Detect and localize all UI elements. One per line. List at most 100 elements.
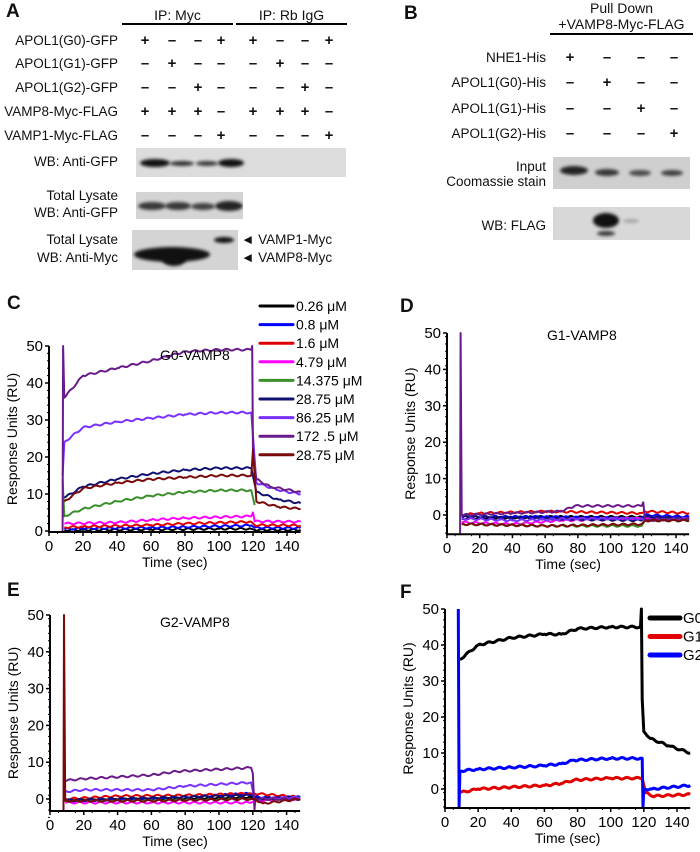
x-tick-label: 40 (504, 540, 521, 557)
y-tick-label: 40 (27, 644, 44, 661)
blot-wb-flag (553, 207, 690, 240)
blot-lysate-anti-myc (132, 230, 238, 270)
x-tick-label: 20 (75, 538, 92, 555)
x-axis-label: Time (sec) (142, 554, 208, 570)
blot-label-ip-gfp: WB: Anti-GFP (33, 154, 118, 169)
x-tick-label: 60 (143, 538, 160, 555)
series-line (459, 775, 691, 799)
y-tick-label: 0 (431, 781, 439, 798)
x-axis-label: Time (sec) (535, 556, 601, 572)
y-tick-label: 10 (27, 754, 44, 771)
y-tick-label: 20 (26, 449, 43, 466)
minus-mark: – (140, 127, 150, 144)
blot-label-anti-gfp: WB: Anti-GFP (33, 205, 118, 220)
arrow-label-vamp1: ◄ VAMP1-Myc (241, 232, 333, 247)
series-line (64, 511, 302, 526)
legend-label: 4.79 μM (296, 354, 347, 370)
row-label: VAMP8-Myc-FLAG (4, 104, 118, 119)
y-axis-label: Response Units (RU) (5, 647, 21, 779)
x-tick-label: 120 (631, 540, 656, 557)
chart-title: G0-VAMP8 (160, 347, 230, 363)
x-tick-label: 60 (537, 540, 554, 557)
y-tick-label: 0 (36, 791, 44, 808)
y-tick-label: 10 (422, 745, 439, 762)
x-axis-label: Time (sec) (535, 830, 601, 846)
y-tick-label: 30 (27, 681, 44, 698)
plus-mark: + (275, 55, 285, 72)
x-tick-label: 60 (143, 817, 160, 834)
panel-label-f: F (400, 582, 412, 603)
x-tick-label: 0 (45, 538, 53, 555)
minus-mark: – (275, 127, 285, 144)
panel-label-a: A (6, 1, 20, 22)
y-tick-label: 40 (422, 637, 439, 654)
minus-mark: – (669, 49, 679, 66)
minus-mark: – (248, 127, 258, 144)
legend-label: 172 .5 μM (296, 428, 359, 444)
row-label: APOL1(G1)-GFP (15, 56, 118, 71)
divider (236, 23, 347, 25)
y-tick-label: 40 (26, 375, 43, 392)
series-line (456, 608, 692, 809)
minus-mark: – (300, 127, 310, 144)
plus-mark: + (669, 125, 679, 142)
legend-label: G0 (683, 610, 700, 627)
x-tick-label: 100 (598, 814, 623, 831)
legend-label: G1 (683, 629, 700, 646)
minus-mark: – (636, 74, 646, 91)
x-tick-label: 80 (570, 540, 587, 557)
blot-input-coomassie (553, 157, 690, 189)
row-label: NHE1-His (485, 50, 546, 65)
minus-mark: – (216, 103, 226, 120)
blot-label-lysate: Total Lysate (46, 232, 118, 247)
minus-mark: – (669, 74, 679, 91)
panel-label-d: D (400, 296, 414, 317)
y-tick-label: 40 (424, 361, 441, 378)
x-tick-label: 0 (443, 540, 451, 557)
chart-e: 0 10 20 30 40 50 0 20 40 60 80 100 120 140 Time (sec) R… (5, 607, 301, 849)
minus-mark: – (140, 55, 150, 72)
minus-mark: – (167, 79, 177, 96)
minus-mark: – (636, 125, 646, 142)
x-tick-label: 40 (109, 538, 126, 555)
minus-mark: – (275, 79, 285, 96)
series-line (461, 509, 690, 517)
minus-mark: – (248, 79, 258, 96)
series-line (64, 520, 302, 530)
chart-f: 0 10 20 30 40 50 0 20 40 60 80 100 120 140 Time (sec) R… (400, 601, 700, 846)
plus-mark: + (565, 49, 575, 66)
y-tick-label: 10 (26, 486, 43, 503)
x-tick-label: 140 (274, 538, 299, 555)
minus-mark: – (193, 32, 203, 49)
y-tick-label: 20 (422, 709, 439, 726)
x-tick-label: 60 (536, 814, 553, 831)
series-line (64, 523, 302, 531)
blot-ip-anti-gfp (136, 148, 346, 177)
row-label: VAMP1-Myc-FLAG (4, 128, 118, 143)
row-label: APOL1(G0)-GFP (15, 33, 118, 48)
x-tick-label: 40 (109, 817, 126, 834)
panel-label-e: E (7, 580, 20, 601)
minus-mark: – (216, 55, 226, 72)
minus-mark: – (636, 49, 646, 66)
plus-mark: + (248, 32, 258, 49)
series-line (459, 607, 691, 755)
arrow-label-vamp8: ◄ VAMP8-Myc (241, 250, 333, 265)
chart-d: 0 10 20 30 40 50 0 20 40 60 80 100 120 140 Time (sec) R… (402, 325, 690, 572)
y-tick-label: 50 (27, 607, 44, 624)
plus-mark: + (167, 55, 177, 72)
series-line (65, 766, 301, 811)
blot-lysate-anti-gfp (136, 192, 243, 219)
chart-title: G1-VAMP8 (547, 327, 617, 343)
series-line (65, 791, 301, 801)
y-axis-label: Response Units (RU) (402, 367, 418, 499)
minus-mark: – (324, 103, 334, 120)
legend-label: 0.26 μM (296, 298, 347, 314)
minus-mark: – (324, 55, 334, 72)
header-vamp8: +VAMP8-Myc-FLAG (558, 16, 685, 32)
x-tick-label: 20 (470, 814, 487, 831)
legend-label: G2 (683, 647, 700, 664)
blot-label-lysate: Total Lysate (46, 188, 118, 203)
plus-mark: + (300, 103, 310, 120)
